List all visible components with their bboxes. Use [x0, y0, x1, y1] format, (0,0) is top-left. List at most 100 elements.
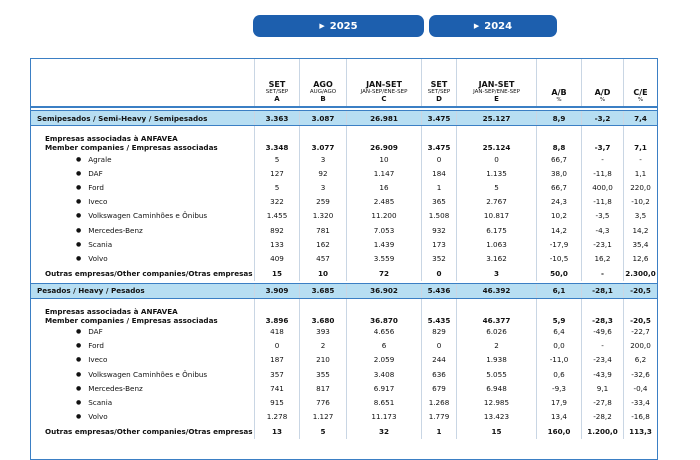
bullet: ● [76, 198, 82, 206]
value-cell: 7,1 [623, 126, 657, 152]
header-cell: AGO AUG/AGO B [299, 59, 346, 106]
company-name: Mercedes-Benz [88, 383, 143, 393]
company-name: Ford [88, 182, 104, 192]
column-letter: E [494, 95, 499, 103]
value-cell: 200,0 [623, 338, 657, 353]
column-subtitle: SET/SEP [265, 89, 289, 95]
value-cell: 2.767 [456, 194, 536, 209]
others-row: Outras empresas/Other companies/Otras em… [31, 423, 657, 439]
bullet: ● [76, 328, 82, 336]
value-cell: -33,4 [623, 395, 657, 410]
value-cell: 3,5 [623, 208, 657, 223]
company-name: Volvo [88, 253, 108, 263]
value-cell: 25.127 [456, 111, 536, 125]
value-cell: 244 [421, 352, 456, 368]
value-cell: 2.300,0 [623, 265, 657, 281]
value-cell: 13.423 [456, 409, 536, 424]
company-name: Iveco [88, 197, 108, 207]
value-cell: 2.059 [346, 352, 421, 368]
header-cell: SET SET/SEP D [421, 59, 456, 106]
value-cell: 0 [421, 152, 456, 167]
value-cell: 12.985 [456, 395, 536, 410]
value-cell: 11.200 [346, 208, 421, 223]
year-tab[interactable]: ▶ 2024 [429, 15, 557, 37]
value-cell: -43,9 [581, 367, 623, 382]
column-subtitle: JAN-SEP/ENE-SEP [360, 89, 408, 95]
value-cell: 133 [254, 237, 299, 252]
column-title: JAN-SET [366, 80, 402, 89]
value-cell: 393 [299, 324, 346, 339]
value-cell: 162 [299, 237, 346, 252]
value-cell: 915 [254, 395, 299, 410]
value-cell: 0,6 [536, 367, 581, 382]
value-cell: -16,8 [623, 409, 657, 424]
value-cell: 1.135 [456, 166, 536, 181]
value-cell: 13,4 [536, 409, 581, 424]
value-cell: - [581, 152, 623, 167]
company-name: Volkswagen Caminhões e Ônibus [88, 369, 208, 379]
value-cell: 0 [421, 338, 456, 353]
value-cell: 357 [254, 367, 299, 382]
column-title: SET [268, 80, 286, 89]
value-cell: 6.175 [456, 222, 536, 238]
value-cell: 2.485 [346, 194, 421, 209]
value-cell: 3.475 [421, 111, 456, 125]
value-cell: 14,2 [536, 222, 581, 238]
column-subtitle: % [599, 97, 606, 103]
year-tab[interactable]: ▶ 2025 [253, 15, 424, 37]
value-cell: 24,3 [536, 194, 581, 209]
column-letter: D [436, 95, 442, 103]
bullet: ● [76, 183, 82, 191]
column-title: JAN-SET [478, 80, 515, 89]
header-cell [31, 59, 254, 106]
company-cell: ● DAF [31, 166, 254, 180]
value-cell: -32,6 [623, 367, 657, 382]
value-cell: 8,9 [536, 111, 581, 125]
members-label-line: Member companies / Empresas associadas [45, 143, 218, 152]
value-cell: 322 [254, 194, 299, 209]
value-cell: 9,1 [581, 381, 623, 396]
value-cell: 3.909 [254, 283, 299, 298]
value-cell: 1 [421, 423, 456, 439]
value-cell: 25.124 [456, 126, 536, 152]
bullet: ● [76, 254, 82, 262]
value-cell: 1.200,0 [581, 423, 623, 439]
company-name: DAF [88, 327, 103, 337]
value-cell: 0 [421, 265, 456, 281]
value-cell: 46.377 [456, 298, 536, 325]
value-cell: 3 [299, 152, 346, 167]
company-cell: ● Iveco [31, 195, 254, 209]
value-cell: 1.320 [299, 208, 346, 223]
value-cell: 3.363 [254, 111, 299, 125]
value-cell: 400,0 [581, 180, 623, 195]
bullet: ● [76, 342, 82, 350]
company-cell: ● Scania [31, 237, 254, 251]
company-cell: ● Iveco [31, 353, 254, 367]
value-cell: -0,4 [623, 381, 657, 396]
company-row: ● Iveco 322 259 2.485 365 2.767 24,3 -11,8 -10,2 [31, 194, 657, 209]
value-cell: 46.392 [456, 283, 536, 298]
value-cell: 5.435 [421, 298, 456, 325]
bullet: ● [76, 155, 82, 163]
value-cell: -10,5 [536, 251, 581, 266]
company-name: Volvo [88, 412, 108, 422]
others-row: Outras empresas/Other companies/Otras em… [31, 265, 657, 281]
company-cell: ● Ford [31, 180, 254, 194]
members-label: Empresas associadas à ANFAVEA Member comp… [31, 299, 254, 325]
value-cell: 3.896 [254, 298, 299, 325]
value-cell: 3.408 [346, 367, 421, 382]
column-subtitle: % [637, 97, 644, 103]
company-cell: ● Mercedes-Benz [31, 381, 254, 395]
bullet: ● [76, 384, 82, 392]
value-cell: -23,1 [581, 237, 623, 252]
value-cell: -4,3 [581, 222, 623, 238]
company-row: ● Ford 0 2 6 0 2 0,0-200,0 [31, 338, 657, 353]
value-cell: 259 [299, 194, 346, 209]
value-cell: 457 [299, 251, 346, 266]
company-cell: ● Mercedes-Benz [31, 223, 254, 237]
bullet: ● [76, 399, 82, 407]
value-cell: 4.656 [346, 324, 421, 339]
value-cell: 15 [254, 265, 299, 281]
company-name: Scania [88, 239, 113, 249]
tab-label: 2025 [329, 20, 358, 32]
